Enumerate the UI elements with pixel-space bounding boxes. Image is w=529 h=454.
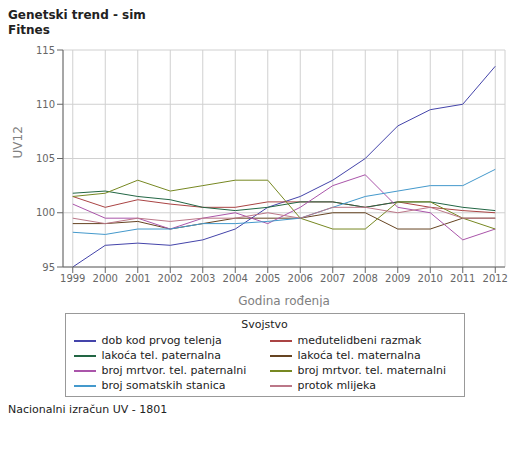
svg-text:2010: 2010: [418, 273, 443, 284]
svg-text:2011: 2011: [450, 273, 475, 284]
html-text:Nacionalni izračun UV - 1801: Nacionalni izračun UV - 1801: [8, 403, 168, 416]
svg-text:1999: 1999: [60, 273, 85, 284]
svg-text:100: 100: [36, 207, 55, 218]
html-text:broj somatskih stanica: broj somatskih stanica: [101, 379, 226, 392]
html-text:lakoća tel. paternalna: lakoća tel. paternalna: [101, 349, 221, 362]
svg-text:2001: 2001: [125, 273, 150, 284]
html-text:dob kod prvog telenja: dob kod prvog telenja: [101, 334, 222, 347]
html-text:Fitnes: Fitnes: [8, 23, 50, 37]
svg-text:115: 115: [36, 45, 55, 56]
svg-text:2005: 2005: [255, 273, 280, 284]
svg-text:95: 95: [42, 262, 55, 273]
svg-text:2012: 2012: [483, 273, 508, 284]
html-text:protok mlijeka: protok mlijeka: [297, 379, 376, 392]
html-text:broj mrtvor. tel. maternalni: broj mrtvor. tel. maternalni: [297, 364, 447, 377]
html-text:lakoća tel. maternalna: lakoća tel. maternalna: [297, 349, 421, 362]
svg-text:2008: 2008: [353, 273, 378, 284]
svg-text:2000: 2000: [93, 273, 118, 284]
html-text:broj mrtvor. tel. paternalni: broj mrtvor. tel. paternalni: [101, 364, 247, 377]
html-text:Svojstvo: Svojstvo: [241, 318, 288, 331]
svg-text:UV12: UV12: [11, 126, 25, 158]
svg-text:2006: 2006: [288, 273, 313, 284]
html-text:Genetski trend - sim: Genetski trend - sim: [8, 8, 146, 22]
html-text:međutelidbeni razmak: međutelidbeni razmak: [297, 334, 422, 347]
svg-text:2009: 2009: [385, 273, 410, 284]
svg-text:105: 105: [36, 153, 55, 164]
svg-text:110: 110: [36, 99, 55, 110]
svg-text:2003: 2003: [190, 273, 215, 284]
svg-text:2004: 2004: [223, 273, 248, 284]
svg-text:Godina rođenja: Godina rođenja: [238, 294, 330, 307]
svg-text:2007: 2007: [320, 273, 345, 284]
svg-text:2002: 2002: [158, 273, 183, 284]
